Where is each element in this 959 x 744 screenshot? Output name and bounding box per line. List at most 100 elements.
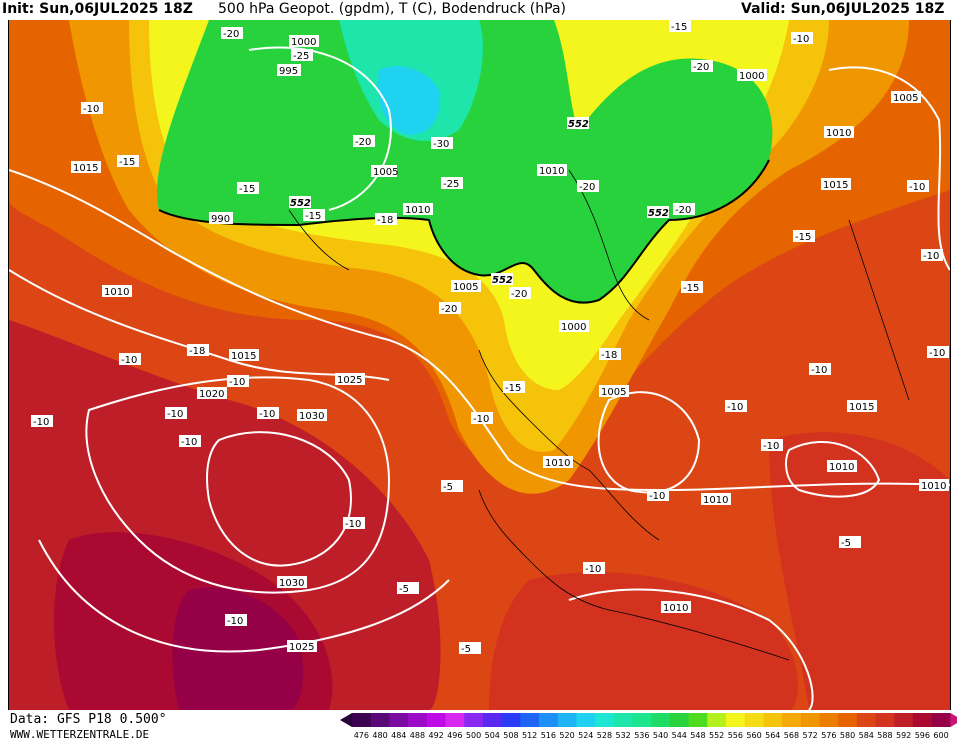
geopot-label: 552 xyxy=(492,275,513,286)
color-legend: 476 480 484 488 492 496 500 504 508 512 516 520 524 5… xyxy=(340,712,959,740)
temp-label: -10 xyxy=(121,355,137,366)
field-crimson xyxy=(172,587,304,710)
legend-swatch xyxy=(539,713,559,727)
field-south xyxy=(489,572,798,710)
legend-value-label: 540 xyxy=(653,731,668,740)
weather-map: 1000 995 1005 1010 990 1010 1000 1015 10… xyxy=(8,20,951,710)
isobar-label: 1000 xyxy=(739,71,764,82)
legend-value-label: 548 xyxy=(690,731,705,740)
temp-label: -10 xyxy=(649,491,665,502)
legend-swatch xyxy=(576,713,596,727)
legend-swatch xyxy=(557,713,577,727)
temp-label: -10 xyxy=(259,409,275,420)
legend-value-label: 556 xyxy=(728,731,743,740)
legend-swatch xyxy=(370,713,390,727)
temp-label: -15 xyxy=(795,232,811,243)
isobar-label: 1025 xyxy=(289,642,314,653)
legend-swatch xyxy=(931,713,951,727)
legend-value-label: 588 xyxy=(877,731,892,740)
legend-swatch xyxy=(894,713,914,727)
temp-label: -5 xyxy=(841,538,851,549)
legend-swatch xyxy=(819,713,839,727)
isobar-label: 1000 xyxy=(291,37,316,48)
legend-value-label: 504 xyxy=(485,731,500,740)
field-lightblue xyxy=(378,66,440,135)
legend-swatch xyxy=(445,713,465,727)
legend-value-label: 476 xyxy=(354,731,369,740)
temp-label: -10 xyxy=(181,437,197,448)
temp-label: -10 xyxy=(811,365,827,376)
legend-value-label: 592 xyxy=(896,731,911,740)
legend-value-label: 532 xyxy=(616,731,631,740)
temp-label: -5 xyxy=(461,644,471,655)
legend-swatch xyxy=(782,713,802,727)
legend-swatch xyxy=(408,713,428,727)
legend-swatch xyxy=(464,713,484,727)
legend-swatch xyxy=(669,713,690,727)
legend-value-label: 488 xyxy=(410,731,425,740)
field-green xyxy=(157,20,773,303)
temp-label: -30 xyxy=(433,139,449,150)
legend-value-label: 500 xyxy=(466,731,481,740)
isobar-label: 1010 xyxy=(104,287,129,298)
legend-arrow-low xyxy=(340,713,352,727)
legend-value-label: 544 xyxy=(672,731,687,740)
legend-swatch xyxy=(352,713,372,727)
legend-swatch xyxy=(800,713,820,727)
isobar-labels: 1000 995 1005 1010 990 1010 1000 1015 10… xyxy=(71,35,949,653)
isobar-label: 1030 xyxy=(299,411,324,422)
legend-swatch xyxy=(726,713,746,727)
temp-label: -15 xyxy=(683,283,699,294)
legend-swatch xyxy=(913,713,933,727)
temp-label: -20 xyxy=(675,205,691,216)
legend-swatch xyxy=(688,713,708,727)
temp-label: -25 xyxy=(443,179,459,190)
legend-swatch xyxy=(595,713,615,727)
temp-label: -10 xyxy=(229,377,245,388)
isobar-label: 1005 xyxy=(893,93,918,104)
geopot-552-line xyxy=(158,159,770,304)
isobar-label: 1015 xyxy=(823,180,848,191)
legend-value-label: 560 xyxy=(746,731,761,740)
temp-label: -10 xyxy=(345,519,361,530)
legend-value-label: 520 xyxy=(559,731,574,740)
isobar-label: 1020 xyxy=(199,389,224,400)
temp-label: -18 xyxy=(601,350,617,361)
init-time: Init: Sun,06JUL2025 18Z xyxy=(2,1,193,17)
legend-value-label: 580 xyxy=(840,731,855,740)
legend-value-label: 496 xyxy=(447,731,462,740)
temp-label: -10 xyxy=(167,409,183,420)
temp-label: -10 xyxy=(727,402,743,413)
geopot-labels: 552 552 552 552 xyxy=(289,117,669,286)
temp-label: -20 xyxy=(355,137,371,148)
legend-swatch xyxy=(651,713,671,727)
temp-label: -10 xyxy=(929,348,945,359)
geopot-label: 552 xyxy=(568,119,589,130)
temp-label: -20 xyxy=(693,62,709,73)
site-credit: WWW.WETTERZENTRALE.DE xyxy=(10,728,150,741)
map-title: 500 hPa Geopot. (gpdm), T (C), Bodendruc… xyxy=(218,1,566,17)
isobar-label: 1010 xyxy=(539,166,564,177)
temp-label: -10 xyxy=(763,441,779,452)
temp-label: -10 xyxy=(585,564,601,575)
legend-svg: 476 480 484 488 492 496 500 504 508 512 516 520 524 5… xyxy=(340,713,959,740)
temp-label: -10 xyxy=(83,104,99,115)
temp-label: -20 xyxy=(223,29,239,40)
temp-label: -25 xyxy=(293,51,309,62)
legend-value-label: 596 xyxy=(915,731,930,740)
isobar-label: 1015 xyxy=(849,402,874,413)
legend-swatch xyxy=(426,713,446,727)
legend-swatch xyxy=(501,713,521,727)
temperature-labels: -20 -25 -10 -15 -15 -20 -30 -25 -20 -15 … xyxy=(31,20,949,655)
isobar-label: 990 xyxy=(211,214,230,225)
legend-value-label: 512 xyxy=(522,731,537,740)
temp-label: -15 xyxy=(305,211,321,222)
temp-label: -18 xyxy=(377,215,393,226)
temp-label: -5 xyxy=(399,584,409,595)
legend-value-label: 492 xyxy=(429,731,444,740)
legend-value-label: 536 xyxy=(634,731,649,740)
legend-swatch xyxy=(389,713,409,727)
isobar-label: 1015 xyxy=(231,351,256,362)
isobar-label: 1010 xyxy=(703,495,728,506)
